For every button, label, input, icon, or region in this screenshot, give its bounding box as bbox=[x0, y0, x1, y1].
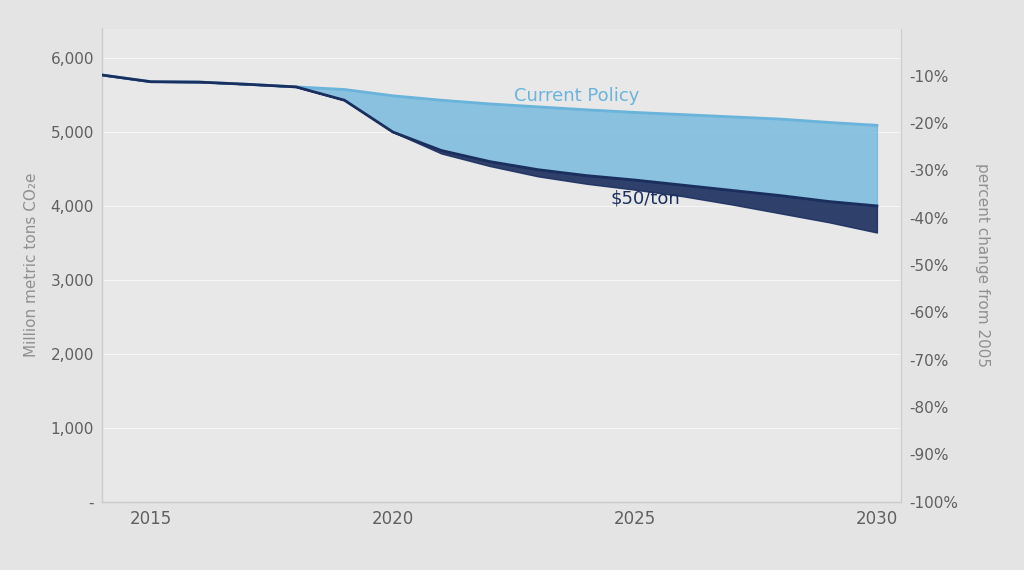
Y-axis label: percent change from 2005: percent change from 2005 bbox=[975, 163, 990, 367]
Y-axis label: Million metric tons CO₂e: Million metric tons CO₂e bbox=[25, 173, 40, 357]
Text: $50/ton: $50/ton bbox=[610, 189, 680, 207]
Text: Current Policy: Current Policy bbox=[514, 87, 639, 105]
